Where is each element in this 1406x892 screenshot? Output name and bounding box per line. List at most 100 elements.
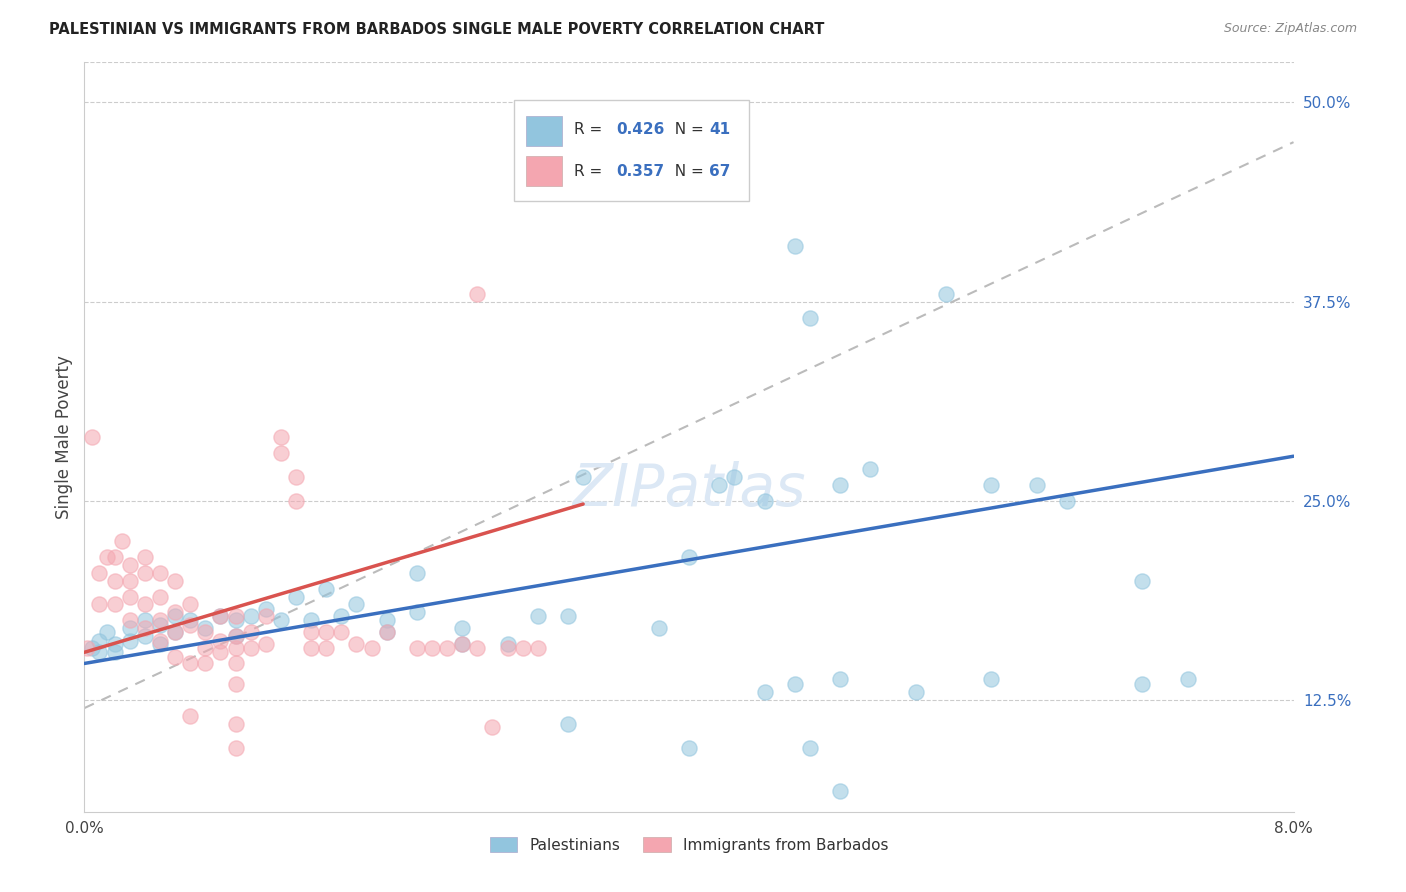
Point [104,645,127,659]
Point [830,784,852,798]
Point [723,470,745,484]
Point [799,741,821,756]
Point [1132,677,1154,691]
Point [149,634,172,648]
Point [194,624,217,639]
Point [89,566,111,580]
Text: 41: 41 [710,122,731,137]
Point [980,673,1002,687]
Text: 0.426: 0.426 [616,122,665,137]
Point [179,657,201,671]
Point [496,640,519,655]
Point [527,608,550,623]
Point [118,574,141,588]
Point [299,614,322,628]
Point [149,566,172,580]
Point [96,549,118,564]
Point [859,462,882,476]
Point [346,637,368,651]
Point [285,590,308,604]
Point [496,637,519,651]
Point [134,598,156,612]
Text: 67: 67 [710,163,731,178]
Point [165,650,187,665]
Point [118,614,141,628]
Point [315,640,337,655]
Point [254,602,277,616]
Point [527,640,550,655]
FancyBboxPatch shape [526,116,562,146]
Point [165,624,187,639]
Point [104,637,127,651]
Text: 0.357: 0.357 [616,163,665,178]
Point [194,640,217,655]
Point [420,640,443,655]
Point [225,717,247,731]
Point [89,598,111,612]
Point [270,446,292,460]
Point [134,549,156,564]
Point [179,618,201,632]
Point [225,640,247,655]
Point [754,685,776,699]
Point [935,286,957,301]
Point [375,614,398,628]
Point [179,598,201,612]
Point [799,310,821,325]
Point [149,618,172,632]
Point [299,624,322,639]
Point [225,629,247,643]
Point [270,430,292,444]
Point [239,608,262,623]
Text: Source: ZipAtlas.com: Source: ZipAtlas.com [1223,22,1357,36]
Point [104,549,127,564]
Point [225,677,247,691]
Point [346,598,368,612]
Point [179,709,201,723]
Point [451,637,474,651]
Point [572,470,595,484]
Point [118,634,141,648]
Point [104,598,127,612]
Point [451,621,474,635]
Point [557,717,579,731]
Point [783,239,806,253]
Point [330,608,353,623]
Point [225,741,247,756]
Point [830,478,852,492]
Point [225,657,247,671]
Point [406,566,429,580]
Point [904,685,927,699]
Point [118,558,141,572]
Point [209,645,232,659]
Point [512,640,534,655]
Point [709,478,731,492]
Point [209,608,232,623]
Point [1177,673,1199,687]
Point [239,640,262,655]
Point [194,621,217,635]
Point [80,430,103,444]
Point [111,533,134,548]
Point [783,677,806,691]
Text: PALESTINIAN VS IMMIGRANTS FROM BARBADOS SINGLE MALE POVERTY CORRELATION CHART: PALESTINIAN VS IMMIGRANTS FROM BARBADOS … [49,22,824,37]
Text: N =: N = [665,122,709,137]
Point [239,624,262,639]
Point [96,624,118,639]
Point [406,640,429,655]
Point [149,614,172,628]
Point [436,640,458,655]
Point [678,549,700,564]
Point [467,286,489,301]
Point [360,640,382,655]
Point [209,634,232,648]
Point [330,624,353,639]
Point [209,608,232,623]
Point [104,574,127,588]
Point [754,493,776,508]
Point [406,606,429,620]
Point [165,624,187,639]
Point [149,637,172,651]
Point [557,608,579,623]
Point [1056,493,1078,508]
